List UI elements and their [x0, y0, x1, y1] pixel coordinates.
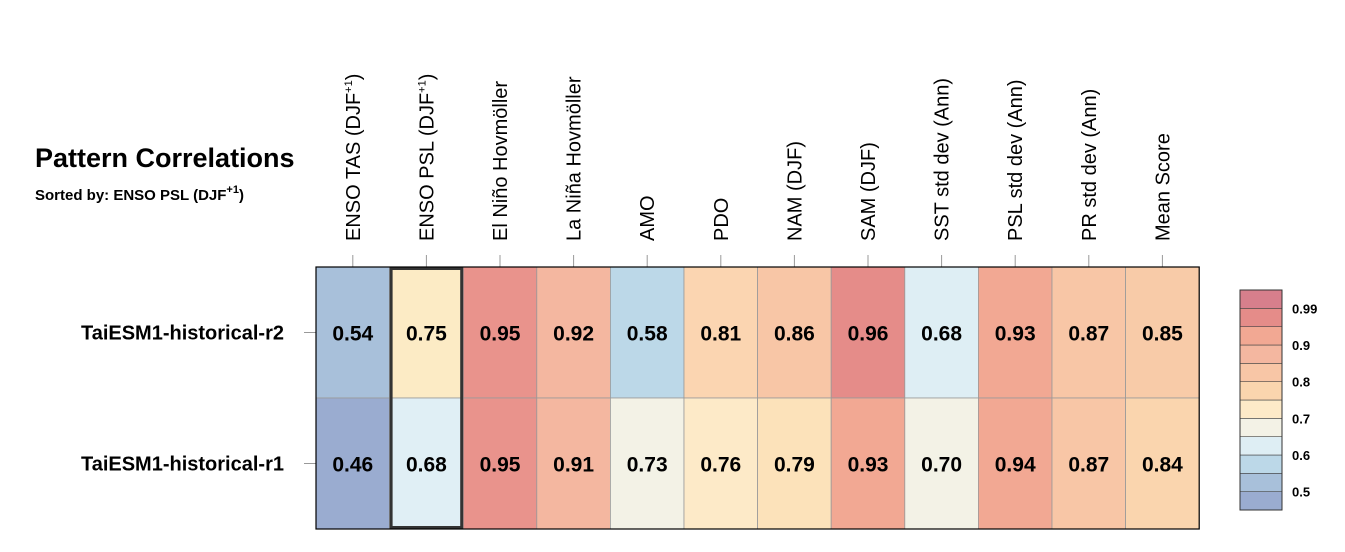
- cell-value: 0.95: [480, 454, 521, 477]
- colorbar-segment: [1239, 326, 1283, 346]
- cell-value: 0.86: [774, 323, 815, 346]
- heatmap-cell: [757, 266, 832, 399]
- column-label: El Niño Hovmöller: [490, 81, 512, 241]
- colorbar-segment: [1239, 491, 1283, 511]
- column-labels: ENSO TAS (DJF+1) ENSO PSL (DJF+1) El Niño …: [343, 74, 1174, 267]
- heatmap-cell: [462, 397, 538, 530]
- cell-value: 0.93: [848, 454, 889, 477]
- cell-value: 0.94: [995, 454, 1036, 477]
- colorbar-tick-label: 0.5: [1292, 485, 1310, 500]
- cell-value: 0.96: [848, 323, 889, 346]
- cell-value: 0.87: [1068, 323, 1109, 346]
- cell-value: 0.79: [774, 454, 815, 477]
- chart-title: Pattern Correlations: [35, 143, 295, 173]
- colorbar-segment: [1239, 289, 1283, 309]
- colorbar-segment: [1239, 473, 1283, 492]
- chart-subtitle: Sorted by: ENSO PSL (DJF+1): [35, 184, 244, 204]
- cell-value: 0.85: [1142, 323, 1183, 346]
- heatmap-cell: [536, 397, 611, 530]
- row-label: TaiESM1-historical-r1: [81, 454, 284, 476]
- heatmap-cell: [830, 266, 906, 399]
- cell-value: 0.91: [553, 454, 594, 477]
- heatmap-cell: [830, 397, 906, 530]
- cell-value: 0.87: [1068, 454, 1109, 477]
- colorbar-segment: [1239, 363, 1283, 382]
- subtitle-superscript: +1: [226, 184, 239, 196]
- sorted-column-highlight: [389, 267, 464, 529]
- colorbar-segment: [1239, 418, 1283, 437]
- cell-value: 0.70: [921, 454, 962, 477]
- column-label: Mean Score: [1152, 133, 1174, 241]
- colorbar-tick-label: 0.99: [1292, 301, 1317, 316]
- colorbar-segment: [1239, 344, 1283, 364]
- column-label: ENSO TAS (DJF+1): [343, 74, 365, 241]
- heatmap-frame: [315, 266, 1200, 530]
- colorbar-segment: [1239, 436, 1283, 456]
- column-label: La Niña Hovmöller: [564, 76, 586, 241]
- column-label: PR std dev (Ann): [1079, 89, 1101, 241]
- colorbar-tick-label: 0.7: [1292, 411, 1310, 426]
- cell-value: 0.58: [627, 323, 668, 346]
- column-label: NAM (DJF): [784, 141, 806, 241]
- cell-value: 0.68: [921, 323, 962, 346]
- colorbar-segment: [1239, 454, 1283, 474]
- heatmap-cell: [315, 266, 390, 399]
- subtitle-close: ): [239, 187, 244, 204]
- colorbar-tick-label: 0.9: [1292, 338, 1310, 353]
- column-label: PSL std dev (Ann): [1005, 79, 1027, 241]
- heatmap-cell: [683, 397, 758, 530]
- cell-value: 0.68: [406, 454, 447, 477]
- cell-value: 0.95: [480, 323, 521, 346]
- heatmap-cell: [610, 266, 685, 399]
- heatmap-cell: [1125, 266, 1200, 399]
- column-label: SST std dev (Ann): [932, 78, 954, 241]
- cell-value: 0.92: [553, 323, 594, 346]
- cell-value: 0.84: [1142, 454, 1183, 477]
- heatmap-cell: [1051, 397, 1126, 530]
- column-label: AMO: [637, 195, 659, 241]
- column-label: PDO: [711, 198, 733, 241]
- cell-value: 0.75: [406, 323, 447, 346]
- cell-value: 0.81: [700, 323, 741, 346]
- heatmap-cell: [978, 266, 1053, 399]
- cell-value: 0.93: [995, 323, 1036, 346]
- cell-value: 0.73: [627, 454, 668, 477]
- colorbar: 0.5 0.6 0.7 0.8 0.9 0.99: [1239, 289, 1317, 511]
- heatmap-cell: [978, 397, 1053, 530]
- colorbar-segment: [1239, 381, 1283, 401]
- cell-value: 0.76: [700, 454, 741, 477]
- column-label: ENSO PSL (DJF+1): [416, 74, 438, 241]
- colorbar-segment: [1239, 399, 1283, 419]
- heatmap-cell: [1125, 397, 1200, 530]
- colorbar-segment: [1239, 308, 1283, 327]
- row-labels: TaiESM1-historical-r2 TaiESM1-historical-…: [81, 323, 316, 476]
- heatmap-cell: [1051, 266, 1126, 399]
- heatmap-cell: [757, 397, 832, 530]
- column-label: SAM (DJF): [858, 142, 880, 241]
- colorbar-tick-label: 0.8: [1292, 375, 1310, 390]
- row-label: TaiESM1-historical-r2: [81, 323, 284, 345]
- subtitle-text: Sorted by: ENSO PSL (DJF: [35, 187, 226, 204]
- cell-value: 0.54: [332, 323, 373, 346]
- heatmap-cell: [610, 397, 685, 530]
- cell-value: 0.46: [332, 454, 373, 477]
- heatmap-cells: 0.54 0.75 0.95 0.92 0.58 0.81 0.86 0.96 0.68 0.93…: [315, 266, 1200, 530]
- heatmap-cell: [389, 266, 464, 399]
- heatmap-cell: [389, 397, 464, 530]
- colorbar-border: [1239, 289, 1283, 511]
- colorbar-tick-label: 0.6: [1292, 448, 1310, 463]
